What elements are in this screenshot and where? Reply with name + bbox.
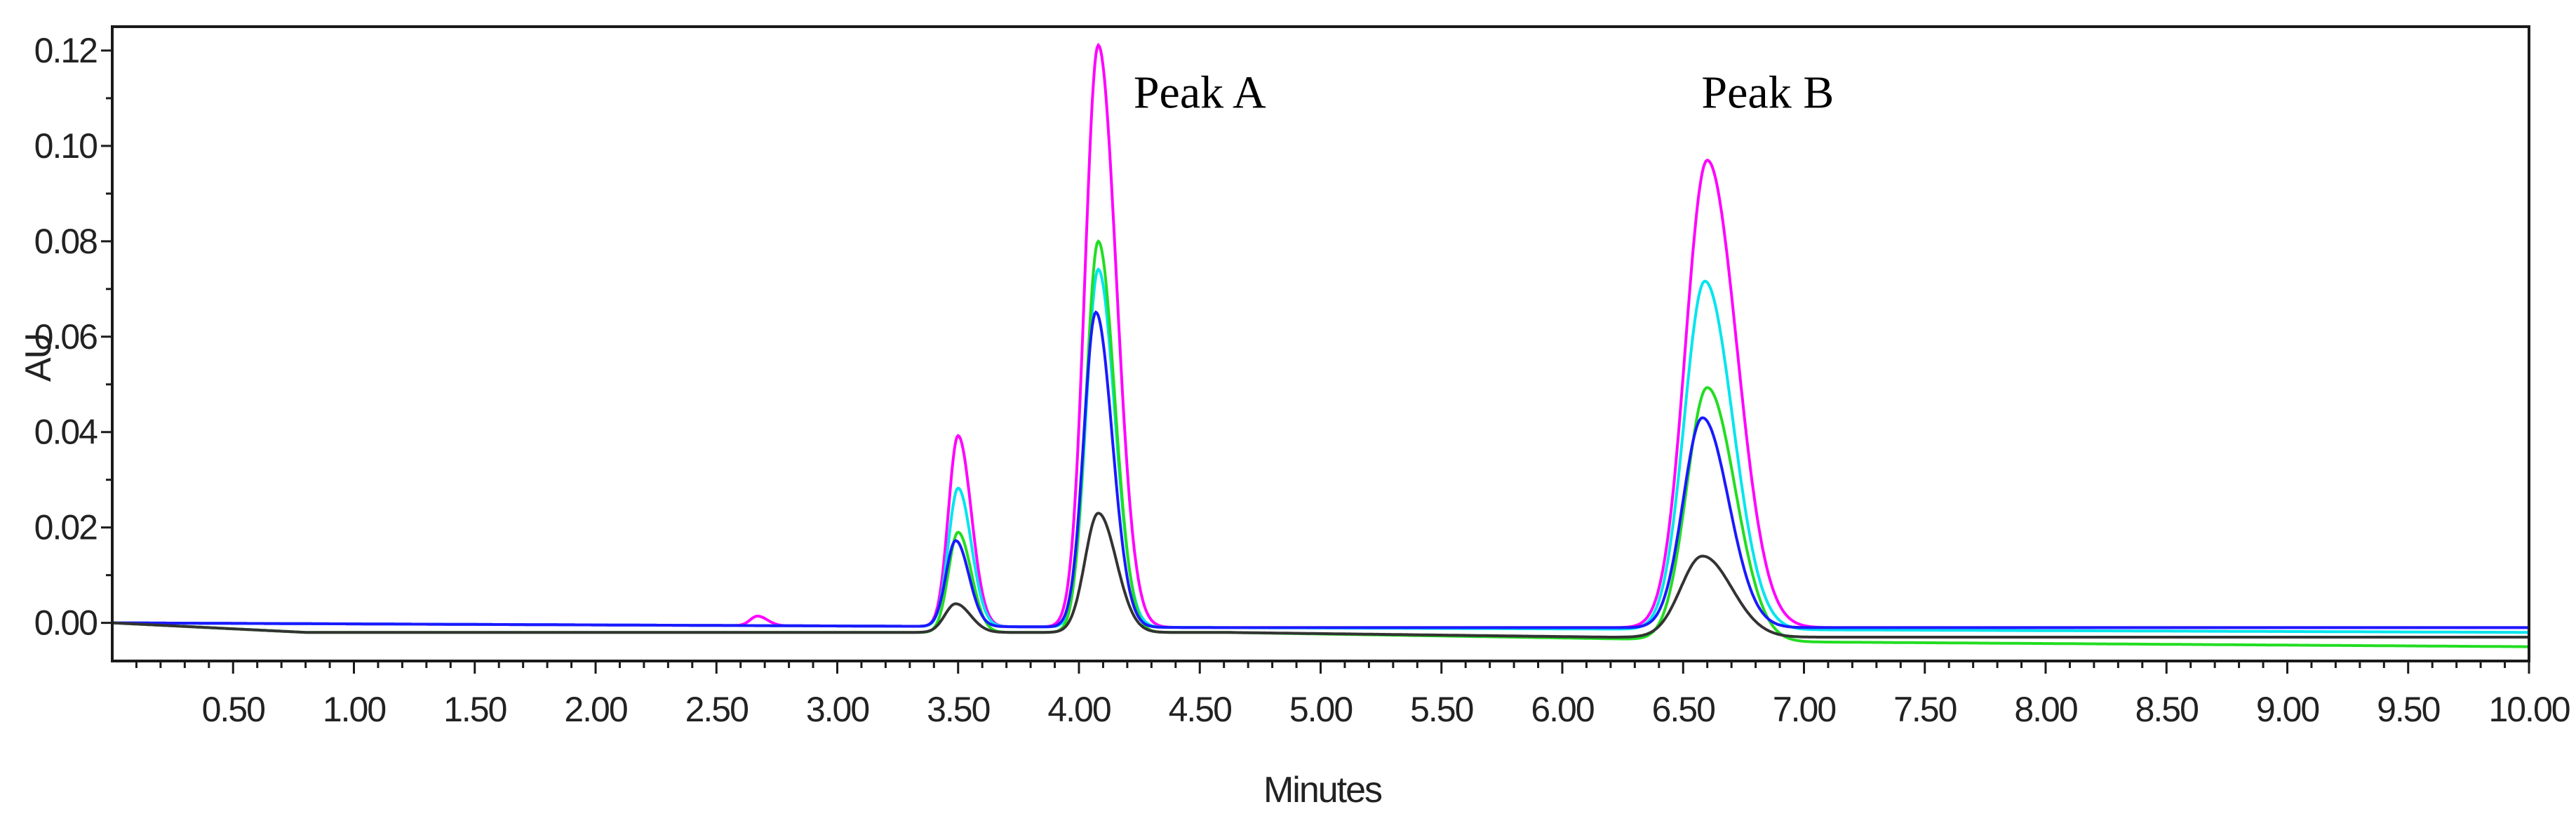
x-tick-label: 9.50	[2377, 690, 2440, 729]
x-tick-label: 6.50	[1652, 690, 1715, 729]
x-tick-label: 5.50	[1410, 690, 1473, 729]
trace-layer	[112, 42, 2529, 648]
y-axis-tick-labels: 0.00 0.02 0.04 0.06 0.08 0.10 0.12	[34, 31, 100, 643]
x-tick-label: 8.50	[2135, 690, 2199, 729]
x-tick-label: 3.50	[927, 690, 990, 729]
x-tick-label: 8.00	[2014, 690, 2077, 729]
x-tick-label: 3.00	[806, 690, 869, 729]
x-tick-label: 7.50	[1893, 690, 1957, 729]
x-tick-label: 5.00	[1289, 690, 1353, 729]
x-tick-label: 9.00	[2256, 690, 2319, 729]
y-axis-ticks	[101, 49, 112, 625]
x-axis-tick-labels: 0.50 1.00 1.50 2.00 2.50 3.00 3.50 4.00 4.50 5.00…	[202, 690, 2571, 729]
peak-annotations: Peak A Peak B	[1134, 67, 1834, 119]
x-tick-label: 10.00	[2488, 690, 2569, 729]
x-tick-label: 1.50	[443, 690, 507, 729]
trace-line-5	[112, 512, 2529, 639]
x-tick-label: 4.50	[1169, 690, 1232, 729]
x-tick-label: 2.50	[685, 690, 749, 729]
peak-label-b: Peak B	[1701, 67, 1834, 119]
x-tick-label: 0.50	[202, 690, 265, 729]
y-tick-label: 0.02	[34, 508, 98, 547]
y-tick-label: 0.04	[34, 413, 98, 452]
y-axis-title: AU	[18, 334, 59, 382]
x-axis-ticks	[135, 661, 2530, 674]
x-tick-label: 6.00	[1531, 690, 1594, 729]
y-tick-label: 0.06	[34, 317, 98, 356]
x-tick-label: 2.00	[564, 690, 627, 729]
x-tick-label: 7.00	[1773, 690, 1836, 729]
x-axis-title: Minutes	[1263, 770, 1382, 810]
x-tick-label: 4.00	[1047, 690, 1111, 729]
y-tick-label: 0.00	[34, 603, 98, 643]
peak-label-a: Peak A	[1134, 67, 1266, 119]
y-tick-label: 0.10	[34, 126, 98, 166]
trace-line-4	[112, 310, 2529, 629]
y-tick-label: 0.12	[34, 31, 98, 70]
y-tick-label: 0.08	[34, 222, 98, 261]
x-tick-label: 1.00	[323, 690, 386, 729]
